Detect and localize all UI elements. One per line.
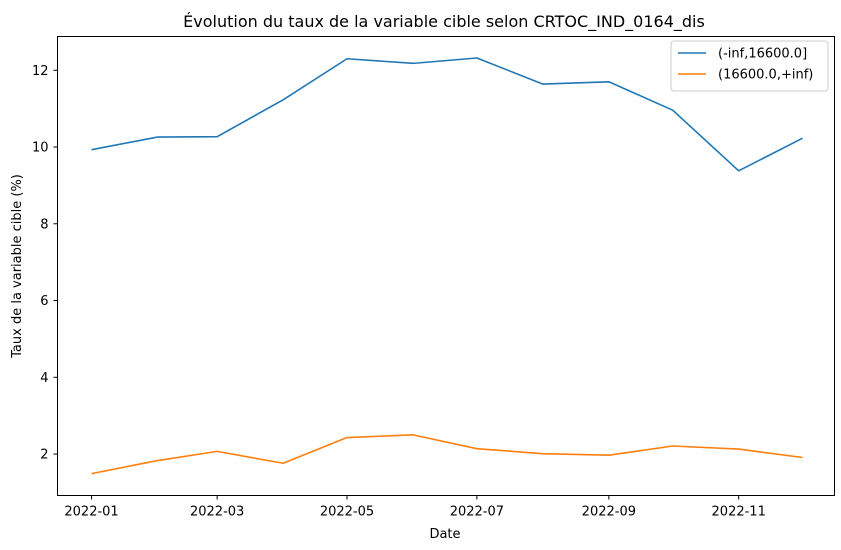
data-point-2-3 (216, 451, 218, 453)
y-tick-label: 6 (40, 294, 48, 309)
x-tick-label: 2022-09 (582, 505, 636, 520)
data-point-2-12 (802, 457, 804, 459)
data-point-1-12 (802, 137, 804, 139)
chart-title: Évolution du taux de la variable cible s… (183, 12, 705, 32)
plot-frame (57, 36, 835, 496)
data-point-1-3 (216, 136, 218, 138)
y-tick-label: 10 (32, 141, 49, 156)
x-tick-label: 2022-11 (712, 505, 766, 520)
data-point-2-10 (672, 445, 674, 447)
series-line-2 (91, 434, 803, 475)
y-tick-label: 12 (32, 64, 49, 79)
data-point-2-7 (476, 448, 478, 450)
data-point-1-6 (412, 63, 414, 65)
data-point-1-7 (476, 57, 478, 59)
data-point-2-4 (282, 462, 284, 464)
y-axis: 2 4 6 8 10 12 (32, 64, 58, 463)
y-tick-label: 4 (40, 371, 48, 386)
x-tick-label: 2022-03 (190, 505, 244, 520)
data-point-2-11 (738, 448, 740, 450)
legend-label-2: (16600.0,+inf) (718, 68, 813, 83)
series-line-1 (91, 57, 803, 172)
data-point-2-9 (608, 454, 610, 456)
data-point-1-9 (608, 81, 610, 83)
x-tick-label: 2022-07 (450, 505, 504, 520)
data-point-1-4 (282, 99, 284, 101)
data-point-2-1 (91, 473, 93, 475)
y-tick-label: 8 (40, 217, 48, 232)
data-point-2-8 (542, 453, 544, 455)
data-point-1-8 (542, 83, 544, 85)
data-point-1-11 (738, 170, 740, 172)
data-point-2-5 (346, 437, 348, 439)
data-point-1-1 (91, 149, 93, 151)
data-point-1-10 (672, 109, 674, 111)
y-tick-label: 2 (40, 448, 48, 463)
x-tick-label: 2022-05 (320, 505, 374, 520)
x-axis: 2022-01 2022-03 2022-05 2022-07 2022-09 2022-… (64, 495, 766, 520)
data-point-1-2 (157, 136, 159, 138)
plot-area (91, 57, 804, 475)
legend: (-inf,16600.0] (16600.0,+inf) (670, 40, 829, 92)
y-axis-label: Taux de la variable cible (%) (10, 174, 25, 359)
x-tick-label: 2022-01 (64, 505, 118, 520)
data-point-2-6 (412, 434, 414, 436)
x-axis-label: Date (429, 527, 460, 542)
data-point-2-2 (157, 460, 159, 462)
legend-label-1: (-inf,16600.0] (718, 47, 807, 62)
legend-box (670, 40, 829, 92)
data-point-1-5 (346, 58, 348, 60)
